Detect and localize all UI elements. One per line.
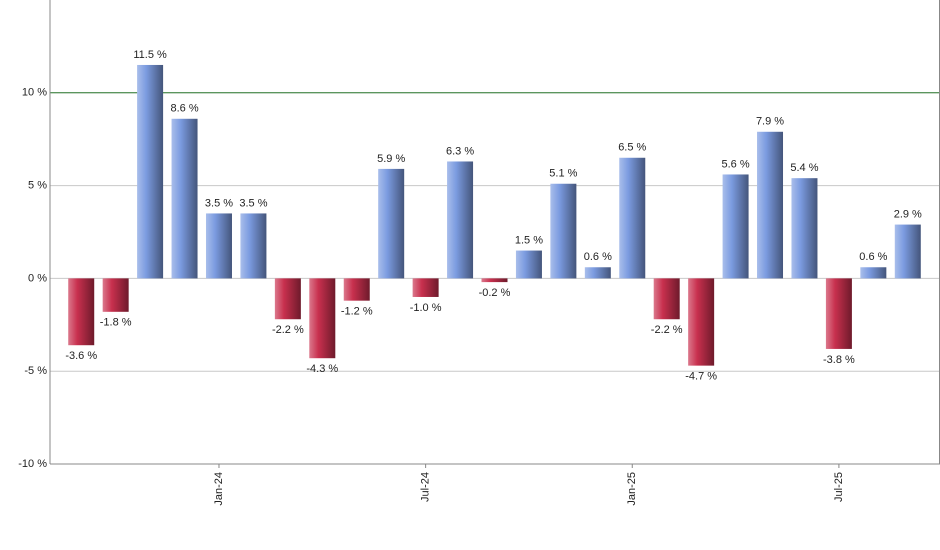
value-label: 6.3 % — [446, 145, 474, 157]
y-tick-label: -5 % — [24, 365, 47, 377]
bar — [309, 278, 336, 359]
bar — [894, 224, 921, 279]
value-label: 1.5 % — [515, 234, 543, 246]
x-tick-label: Jul-24 — [420, 472, 432, 502]
bar — [240, 213, 267, 279]
bar — [825, 278, 852, 349]
value-label: -2.2 % — [651, 324, 683, 336]
bar — [205, 213, 232, 279]
value-label: -1.8 % — [100, 317, 132, 329]
value-label: 5.1 % — [549, 168, 577, 180]
bar — [447, 161, 474, 279]
x-tick-label: Jan-24 — [213, 472, 225, 506]
value-label: 0.6 % — [859, 251, 887, 263]
bar — [860, 267, 887, 279]
value-label: -3.6 % — [65, 350, 97, 362]
bar — [688, 278, 715, 366]
value-label: -0.2 % — [479, 287, 511, 299]
bar — [653, 278, 680, 320]
value-label: -4.7 % — [685, 371, 717, 383]
y-tick-label: -10 % — [18, 458, 47, 470]
value-label: -1.0 % — [410, 302, 442, 314]
value-label: 2.9 % — [894, 208, 922, 220]
value-label: -1.2 % — [341, 306, 373, 318]
bar — [274, 278, 301, 320]
bar — [550, 183, 577, 279]
value-label: 11.5 % — [133, 49, 167, 61]
bar — [481, 278, 508, 283]
value-label: 5.6 % — [722, 158, 750, 170]
bar — [515, 250, 542, 279]
value-label: -3.8 % — [823, 354, 855, 366]
bar — [757, 131, 784, 279]
bar — [343, 278, 370, 301]
bar — [722, 174, 749, 279]
value-label: 0.6 % — [584, 251, 612, 263]
value-label: -4.3 % — [306, 363, 338, 375]
value-label: -2.2 % — [272, 324, 304, 336]
value-label: 6.5 % — [618, 142, 646, 154]
bar — [68, 278, 95, 346]
x-tick-label: Jul-25 — [833, 472, 845, 502]
bar — [102, 278, 129, 312]
bar — [171, 118, 198, 279]
bar — [791, 178, 818, 279]
y-tick-label: 5 % — [28, 180, 47, 192]
value-label: 5.9 % — [377, 153, 405, 165]
bar — [412, 278, 439, 297]
bar — [619, 157, 646, 279]
x-tick-label: Jan-25 — [626, 472, 638, 506]
y-tick-label: 10 % — [22, 87, 47, 99]
value-label: 3.5 % — [239, 197, 267, 209]
value-label: 3.5 % — [205, 197, 233, 209]
value-label: 5.4 % — [790, 162, 818, 174]
value-label: 8.6 % — [170, 103, 198, 115]
y-tick-label: 0 % — [28, 272, 47, 284]
bar — [584, 267, 611, 279]
bar — [137, 64, 164, 279]
value-label: 7.9 % — [756, 116, 784, 128]
bar — [378, 168, 405, 279]
